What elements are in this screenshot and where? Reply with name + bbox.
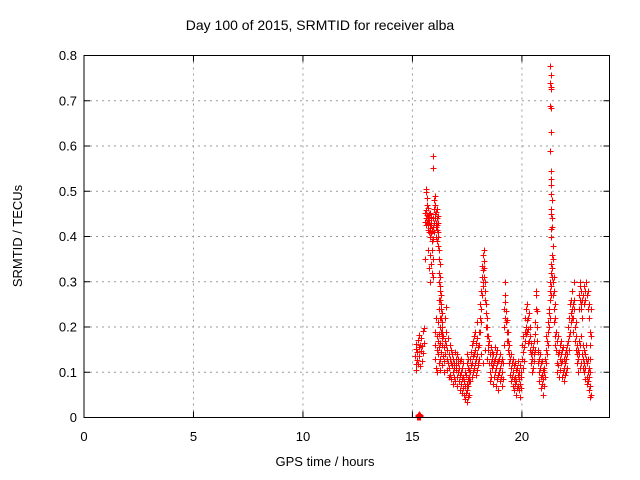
y-tick-label: 0.8 <box>59 48 77 63</box>
y-tick-label: 0.3 <box>59 274 77 289</box>
x-tick-label: 20 <box>515 429 529 444</box>
x-tick-label: 5 <box>190 429 197 444</box>
y-axis-tick-labels: 0 0.1 0.2 0.3 0.4 0.5 0.6 0.7 0.8 <box>59 48 77 425</box>
y-tick-label: 0.1 <box>59 365 77 380</box>
y-tick-label: 0 <box>70 410 77 425</box>
y-tick-label: 0.4 <box>59 229 77 244</box>
chart-title: Day 100 of 2015, SRMTID for receiver alb… <box>186 17 455 33</box>
x-tick-label: 10 <box>296 429 310 444</box>
y-tick-label: 0.5 <box>59 184 77 199</box>
x-axis-tick-labels: 0 5 10 15 20 <box>80 429 529 444</box>
y-axis-label: SRMTID / TECUs <box>10 184 25 287</box>
x-axis-label: GPS time / hours <box>276 454 375 469</box>
x-tick-label: 15 <box>405 429 419 444</box>
tick-marks <box>83 55 610 418</box>
axis-ticks <box>83 55 610 418</box>
grid-lines <box>84 55 610 418</box>
grid-dashed-lines <box>84 55 610 418</box>
y-tick-label: 0.2 <box>59 320 77 335</box>
y-tick-label: 0.6 <box>59 139 77 154</box>
x-tick-label: 0 <box>80 429 87 444</box>
y-tick-label: 0.7 <box>59 93 77 108</box>
